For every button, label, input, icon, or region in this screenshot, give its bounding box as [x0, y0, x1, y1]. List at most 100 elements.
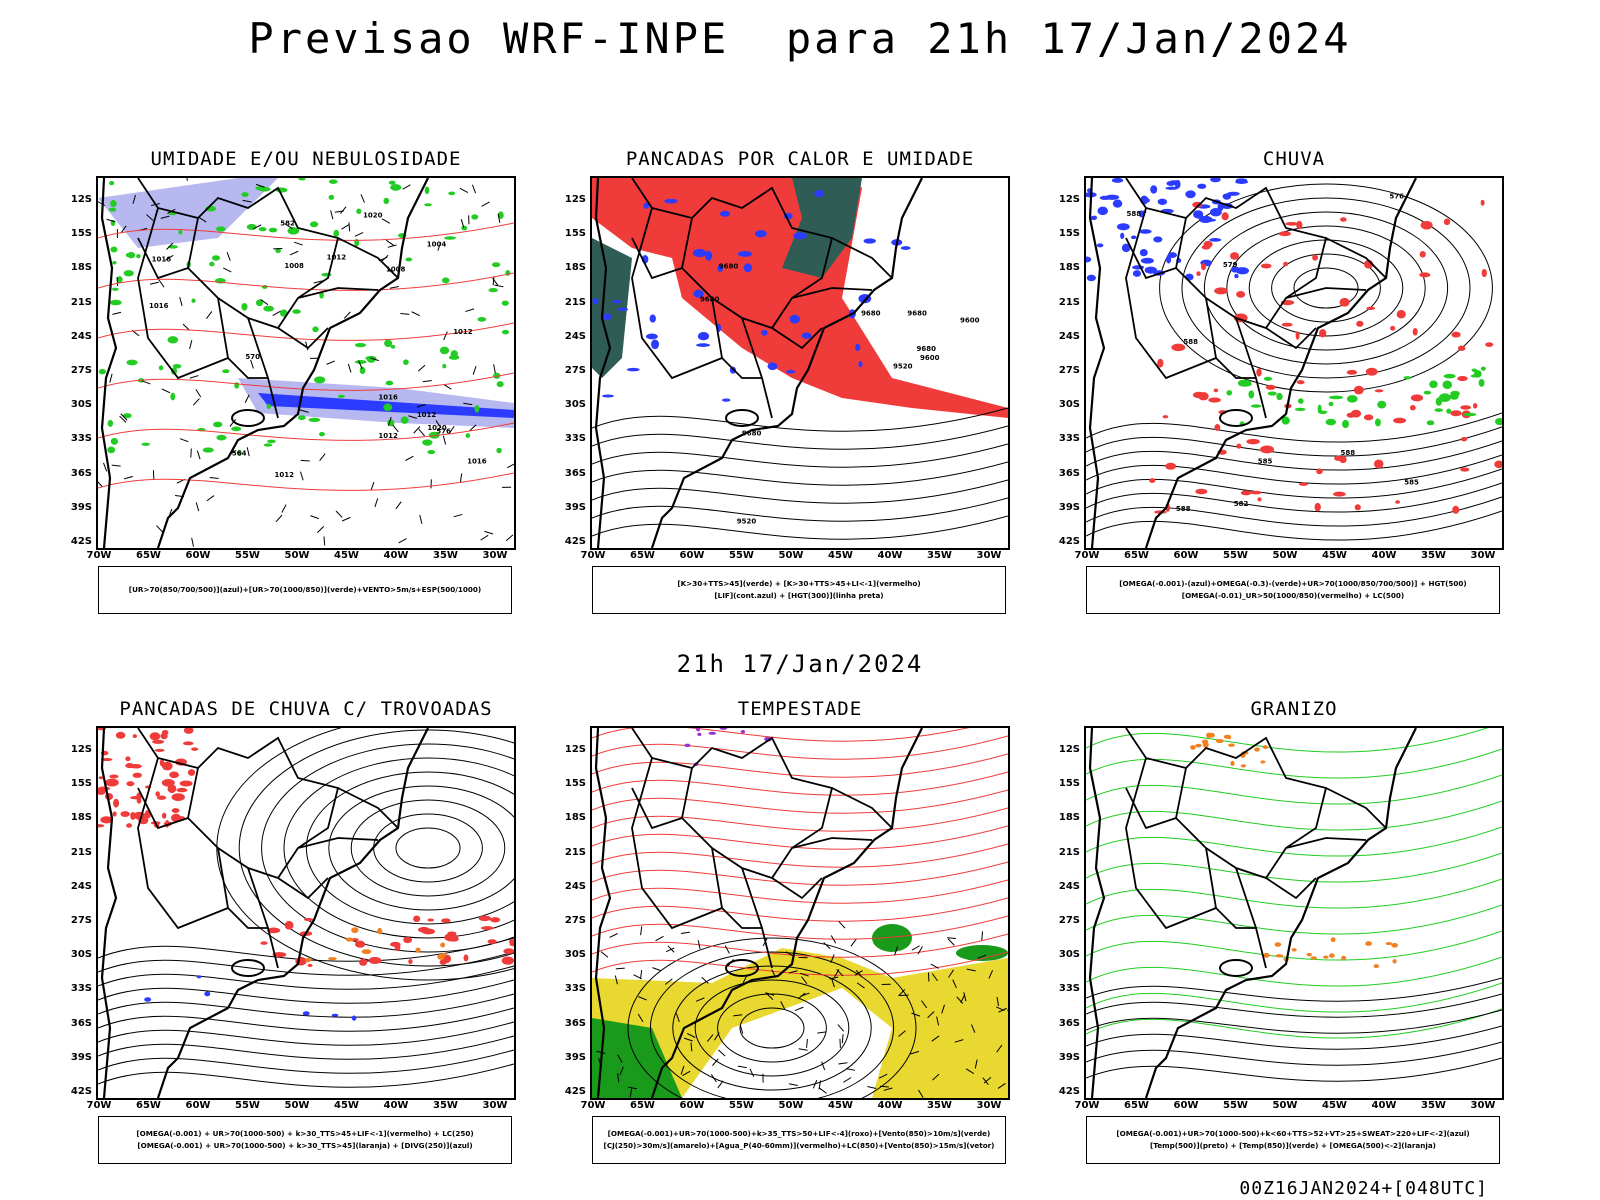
contour-label: 1020: [363, 211, 383, 219]
wind-vector: [398, 538, 407, 544]
low-humidity-contour: [333, 229, 339, 238]
wind-vector: [686, 1033, 696, 1038]
wind-vector: [830, 954, 835, 964]
lat-tick-label: 12S: [564, 744, 586, 755]
wind-vector: [310, 515, 320, 520]
wind-vector: [829, 976, 839, 980]
legend-line: [OMEGA(-0.001)-(azul)+OMEGA(-0.3)-(verde…: [1119, 579, 1467, 588]
lifted-index-contour: [704, 250, 713, 261]
streamline: [717, 993, 827, 1063]
lon-tick-label: 70W: [1074, 1100, 1100, 1111]
rain-area: [1281, 322, 1293, 327]
contour-label: 9600: [960, 317, 980, 325]
wind-vector: [932, 1073, 940, 1081]
omega-area: [1086, 274, 1096, 282]
omega-strong-area: [1426, 420, 1435, 426]
streamline: [305, 771, 514, 925]
wind-vector: [284, 223, 293, 230]
wind-vector: [459, 473, 463, 483]
country-borders: [137, 178, 399, 419]
uruguay-lake-outline: [231, 409, 265, 427]
omega-area: [1209, 238, 1222, 242]
lon-tick-label: 50W: [1272, 1100, 1298, 1111]
rain-area: [1149, 478, 1156, 484]
omega-500-area: [1323, 955, 1329, 959]
wind-vector: [358, 360, 363, 370]
precipitable-water-contour: [592, 843, 1008, 868]
wind-vector: [339, 206, 347, 214]
lon-tick-label: 35W: [1421, 1100, 1446, 1111]
height-500-contour: [1159, 183, 1493, 393]
omega-area: [1235, 178, 1248, 183]
wind-vector: [640, 969, 643, 979]
low-humidity-contour: [328, 179, 338, 184]
temp-850-contour: [1086, 1008, 1502, 1039]
streamline: [98, 1049, 514, 1074]
instability-fill: [592, 178, 1008, 418]
wind-vector: [120, 225, 127, 234]
omega-500-area: [1274, 942, 1282, 947]
wind-vector: [191, 537, 195, 547]
rain-area: [1195, 488, 1208, 495]
contour-label: 1012: [274, 471, 294, 479]
omega-strong-area: [1446, 408, 1452, 414]
wind-vector: [619, 1066, 624, 1076]
wind-vector: [111, 464, 121, 467]
thunderstorm-area: [303, 918, 314, 922]
wind-vector: [600, 951, 609, 958]
country-borders: [1125, 178, 1387, 419]
rain-area: [1419, 272, 1431, 278]
omega-500-area: [1254, 747, 1260, 752]
panel-title: PANCADAS DE CHUVA C/ TROVOADAS: [119, 698, 493, 720]
lon-tick-label: 45W: [828, 1100, 853, 1111]
wind-vector: [506, 463, 514, 469]
contour-label: 9680: [700, 296, 720, 304]
wind-vector: [921, 1000, 928, 1009]
omega-strong-area: [1470, 374, 1480, 378]
rain-area: [1395, 500, 1400, 504]
thunderstorm-area: [98, 786, 111, 791]
rain-area: [1460, 436, 1468, 442]
wind-vector: [947, 937, 957, 939]
wind-vector: [856, 982, 865, 989]
contour-label: 9520: [737, 518, 757, 526]
contour-label: 1012: [417, 411, 437, 419]
lon-tick-label: 30W: [976, 1100, 1002, 1111]
omega-area: [1116, 223, 1130, 231]
omega-area: [1097, 206, 1109, 216]
lifted-index-contour: [626, 367, 640, 372]
rain-area: [1420, 220, 1433, 230]
wind-vector: [780, 1001, 786, 1010]
map-frame: 1012 1012 1016 1020 1016 1008 1012 1012 1016 1020…: [96, 176, 516, 550]
thunderstorm-area: [156, 795, 167, 800]
omega-strong-area: [1317, 404, 1322, 414]
thunderstorm-area: [307, 963, 313, 967]
lat-tick-label: 42S: [564, 536, 586, 547]
wind-vector: [855, 969, 863, 978]
figure-title: Previsao WRF-INPE para 21h 17/Jan/2024: [248, 14, 1352, 63]
omega-strong-area: [1434, 408, 1443, 412]
wind-vector: [966, 968, 976, 972]
severe-storm-area: [719, 728, 728, 730]
precipitable-water-contour: [592, 933, 1008, 958]
wind-vector: [443, 331, 448, 341]
thunderstorm-area: [154, 748, 165, 752]
lon-tick-label: 70W: [1074, 550, 1100, 561]
panel-title: CHUVA: [1262, 148, 1326, 170]
lon-tick-label: 55W: [1223, 1100, 1248, 1111]
rain-area: [1363, 414, 1374, 421]
thunderstorm-area: [359, 958, 368, 966]
low-humidity-contour: [308, 417, 321, 422]
lat-tick-label: 24S: [1058, 880, 1080, 892]
wind-vector: [629, 1088, 633, 1098]
wind-vector: [343, 311, 351, 319]
wind-vector: [156, 525, 164, 533]
wind-vector: [846, 1068, 856, 1071]
wind-vector: [718, 1049, 726, 1057]
lifted-index-contour: [863, 238, 876, 244]
contour-label: 9680: [917, 345, 937, 353]
omega-area: [1121, 243, 1131, 253]
low-humidity-contour: [297, 415, 306, 421]
wind-vector: [633, 974, 642, 980]
rain-area: [1460, 405, 1472, 410]
